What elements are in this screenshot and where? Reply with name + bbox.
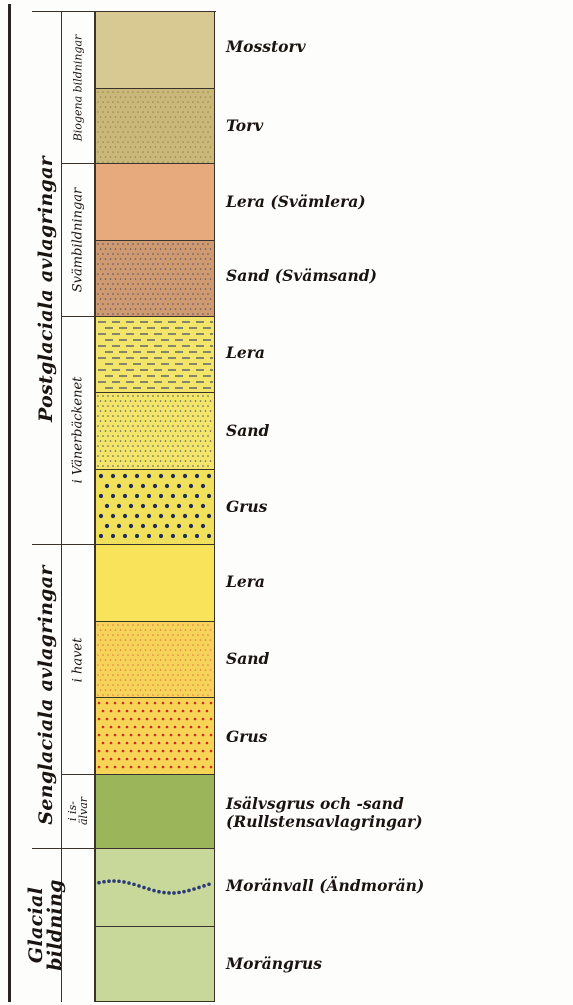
layer-label: Grus xyxy=(226,497,268,516)
layer-swatch xyxy=(95,926,215,1002)
subgroup-label-vanerbackenet: i Vänerbäckenet xyxy=(70,376,86,484)
layer-swatch xyxy=(95,544,215,621)
swatch-pattern xyxy=(97,243,212,315)
subgroup-divider xyxy=(62,316,95,317)
layer-label: Sand xyxy=(226,649,270,668)
layer-swatch xyxy=(95,469,215,544)
swatch-pattern xyxy=(96,164,214,241)
swatch-pattern xyxy=(97,395,212,467)
layer-label: Morängrus xyxy=(226,954,322,973)
layer-swatch xyxy=(95,621,215,697)
swatch-pattern xyxy=(96,927,214,1003)
layer-swatch xyxy=(95,697,215,774)
layer-label: Lera xyxy=(226,572,265,591)
layer-label: Isälvsgrus och -sand (Rullstensavlagring… xyxy=(226,794,423,831)
swatch-pattern xyxy=(96,12,214,89)
subgroup-divider xyxy=(62,774,95,775)
layer-label: Lera (Svämlera) xyxy=(226,192,366,211)
layer-swatch xyxy=(95,11,215,88)
group-label-glacial-line: bildning xyxy=(44,879,66,971)
subgroup-label-havet: i havet xyxy=(70,637,86,683)
group-label-senglacial: Senglaciala avlagringar xyxy=(35,565,57,825)
layer-label: Sand (Svämsand) xyxy=(226,266,377,285)
layer-label: Moränvall (Ändmorän) xyxy=(226,876,425,895)
left-border xyxy=(8,4,11,1002)
group-label-postglacial: Postglaciala avlagringar xyxy=(35,156,57,422)
subgroup-label-biogena: Biogena bildningar xyxy=(71,34,85,142)
layer-label: Mosstorv xyxy=(226,37,306,56)
swatch-pattern xyxy=(97,624,212,696)
swatch-pattern xyxy=(97,701,213,769)
swatch-pattern xyxy=(97,91,212,163)
subgroup-label-svambildningar: Svämbildningar xyxy=(70,187,86,293)
subgroup-label-isalvar: i is- älvar xyxy=(66,796,90,826)
swatch-pattern xyxy=(96,775,214,849)
layer-swatch xyxy=(95,392,215,469)
divider-main xyxy=(61,11,62,1002)
swatch-pattern xyxy=(98,321,213,389)
layer-swatch xyxy=(95,163,215,240)
layer-label: Lera xyxy=(226,343,265,362)
divider-sub xyxy=(94,11,95,1002)
subgroup-divider xyxy=(62,163,95,164)
layer-swatch xyxy=(95,774,215,848)
swatch-pattern xyxy=(98,473,212,539)
layer-swatch xyxy=(95,240,215,316)
layer-label: Grus xyxy=(226,727,268,746)
layer-swatch xyxy=(95,848,215,926)
layer-label: Sand xyxy=(226,421,270,440)
layer-label: Torv xyxy=(226,116,264,135)
swatch-pattern xyxy=(96,545,214,622)
group-label-glacial: Glacial bildning xyxy=(25,879,66,971)
swatch-pattern xyxy=(97,879,211,895)
layer-swatch xyxy=(95,88,215,163)
layer-swatch xyxy=(95,316,215,392)
